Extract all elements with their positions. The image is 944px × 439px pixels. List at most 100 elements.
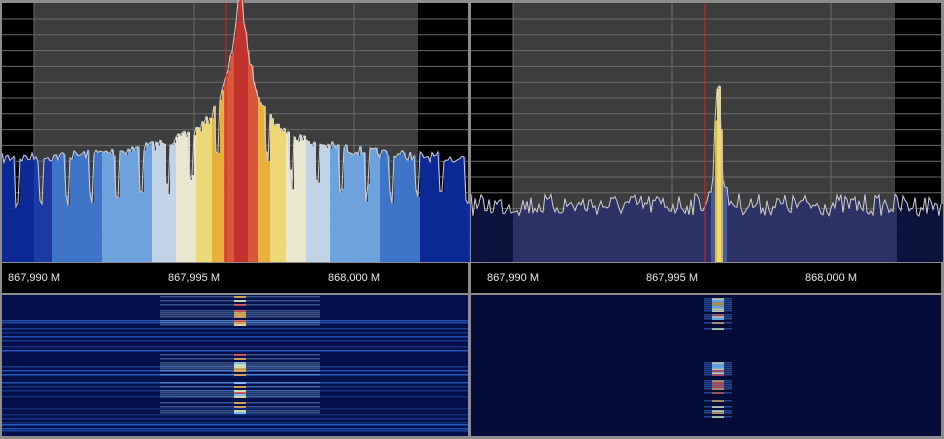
spectrum-fill — [240, 0, 242, 263]
spectrum-fill — [148, 145, 150, 262]
spectrum-fill — [430, 161, 432, 262]
spectrum-fill — [174, 142, 176, 262]
frequency-label: 867,990 M — [487, 272, 539, 284]
spectrum-fill — [905, 200, 907, 262]
spectrum-fill — [823, 214, 825, 262]
spectrum-fill — [813, 205, 815, 262]
spectrum-fill — [24, 155, 26, 262]
spectrum-fill — [753, 207, 755, 262]
spectrum-fill — [62, 152, 64, 262]
spectrum-fill — [681, 207, 683, 262]
spectrum-fill — [935, 203, 937, 262]
spectrum-fill — [188, 131, 190, 262]
spectrum-fill — [44, 158, 46, 262]
spectrum-fill — [270, 114, 272, 262]
spectrum-fill — [220, 99, 222, 262]
spectrum-fill — [428, 156, 430, 262]
spectrum-fill — [206, 116, 208, 263]
waterfall-glow — [160, 300, 320, 302]
spectrum-fill — [903, 195, 905, 262]
spectrum-fill — [635, 195, 637, 262]
spectrum-fill — [557, 207, 559, 262]
spectrum-fill — [675, 212, 677, 262]
spectrum-fill — [22, 160, 24, 262]
spectrum-fill — [507, 208, 509, 262]
spectrum-fill — [290, 169, 292, 262]
spectrum-fill — [274, 125, 276, 262]
frequency-label: 867,990 M — [8, 272, 60, 284]
spectrum-fill — [310, 143, 312, 262]
spectrum-fill — [567, 206, 569, 262]
waterfall-glow — [704, 370, 732, 372]
spectrum-fill — [110, 153, 112, 262]
spectrum-fill — [733, 204, 735, 262]
waterfall-signal — [234, 324, 246, 326]
spectrum-fill — [615, 196, 617, 262]
spectrum-fill — [424, 157, 426, 262]
spectrum-fill — [250, 64, 252, 263]
spectrum-fill — [366, 201, 368, 262]
frequency-label: 868,000 M — [805, 272, 857, 284]
spectrum-fill — [324, 144, 326, 262]
spectrum-fill — [605, 206, 607, 262]
spectrum-fill — [352, 154, 354, 262]
spectrum-fill — [304, 135, 306, 262]
spectrum-fill — [663, 198, 665, 262]
spectrum-fill — [374, 148, 376, 262]
spectrum-fill — [134, 149, 136, 262]
waterfall-signal — [234, 364, 246, 366]
spectrum-fill — [236, 21, 238, 263]
spectrum-fill — [396, 157, 398, 262]
spectrum-fill — [659, 198, 661, 262]
spectrum-fill — [342, 188, 344, 262]
spectrum-fill — [126, 154, 128, 262]
spectrum-fill — [521, 209, 523, 262]
spectrum-fill — [230, 55, 232, 262]
spectrum-fill — [60, 154, 62, 262]
spectrum-fill — [759, 194, 761, 262]
spectrum-fill — [260, 102, 262, 262]
spectrum-fill — [286, 133, 288, 262]
spectrum-fill — [645, 202, 647, 262]
frequency-label: 868,000 M — [328, 272, 380, 284]
spectrum-fill — [18, 202, 20, 262]
spectrum-fill — [288, 131, 290, 262]
spectrum-fill — [40, 200, 42, 262]
spectrum-fill — [394, 156, 396, 262]
waterfall-streak — [2, 414, 468, 416]
spectrum-fill — [390, 192, 392, 262]
spectrum-fill — [735, 206, 737, 262]
spectrum-fill — [140, 191, 142, 262]
spectrum-fill — [501, 199, 503, 262]
spectrum-fill — [444, 161, 446, 262]
waterfall-glow — [704, 372, 732, 374]
waterfall-streak — [2, 418, 468, 420]
spectrum-fill — [454, 162, 456, 262]
spectrum-fill — [326, 147, 328, 262]
spectrum-fill — [284, 128, 286, 262]
spectrum-fill — [691, 199, 693, 262]
spectrum-fill — [412, 159, 414, 262]
spectrum-fill — [639, 202, 641, 262]
spectrum-fill — [234, 37, 236, 262]
spectrum-fill — [320, 144, 322, 262]
spectrum-fill — [589, 200, 591, 262]
spectrum-fill — [322, 144, 324, 262]
spectrum-fill — [114, 155, 116, 262]
spectrum-fill — [889, 212, 891, 262]
spectrum-fill — [142, 191, 144, 262]
waterfall-glow — [704, 364, 732, 366]
spectrum-fill — [861, 207, 863, 262]
spectrum-fill — [144, 150, 146, 262]
waterfall-signal — [234, 368, 246, 370]
spectrum-fill — [20, 159, 22, 262]
spectrum-fill — [583, 199, 585, 262]
spectrum-fill — [851, 198, 853, 262]
spectrum-fill — [925, 197, 927, 262]
waterfall-glow — [160, 312, 320, 314]
spectrum-fill — [745, 211, 747, 262]
spectrum-fill — [683, 209, 685, 262]
spectrum-fill — [727, 187, 729, 262]
spectrum-fill — [601, 200, 603, 262]
